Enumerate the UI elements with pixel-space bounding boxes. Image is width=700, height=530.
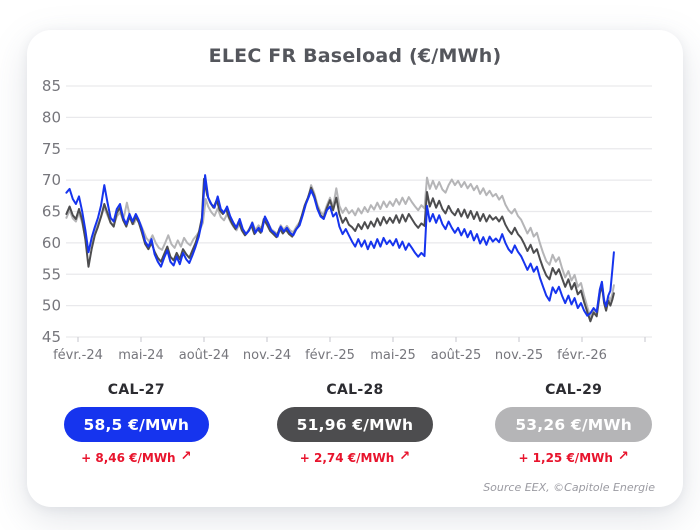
summary-row: CAL-27 58,5 €/MWh + 8,46 €/MWh ↗ CAL-28 … <box>27 382 683 465</box>
change-value: + 1,25 €/MWh <box>518 450 613 465</box>
price-chart-card: ELEC FR Baseload (€/MWh) 45 50 55 60 65 70 75 8… <box>27 30 683 507</box>
price-pill: 58,5 €/MWh <box>63 407 210 442</box>
x-axis-tick-label: août-25 <box>431 348 482 363</box>
summary-cal-29: CAL-29 53,26 €/MWh + 1,25 €/MWh ↗ <box>474 382 674 465</box>
x-axis-tick-label: nov.-25 <box>495 348 543 363</box>
y-axis-tick-label: 55 <box>42 265 61 283</box>
x-axis-tick-label: févr.-25 <box>305 348 355 363</box>
trend-up-arrow-icon: ↗ <box>180 449 192 464</box>
price-change: + 8,46 €/MWh ↗ <box>81 449 192 465</box>
y-axis-tick-label: 85 <box>42 77 61 95</box>
x-axis-tick-label: nov.-24 <box>243 348 291 363</box>
price-pill: 53,26 €/MWh <box>495 407 652 442</box>
y-axis-tick-label: 60 <box>42 234 61 252</box>
source-credit: Source EEX, ©Capitole Energie <box>483 481 655 494</box>
line-chart: 45 50 55 60 65 70 75 80 85 févr.-24 mai-24 août-24 n… <box>42 77 652 363</box>
price-pill: 51,96 €/MWh <box>276 407 434 442</box>
trend-up-arrow-icon: ↗ <box>617 449 629 464</box>
cal-label: CAL-27 <box>107 382 165 398</box>
cal-label: CAL-29 <box>545 382 603 398</box>
x-axis-tick-label: févr.-24 <box>53 348 103 363</box>
price-change: + 2,74 €/MWh ↗ <box>299 449 411 465</box>
series-line-cal-27 <box>65 174 615 317</box>
series-line-cal-29 <box>65 176 615 318</box>
y-axis-tick-label: 50 <box>42 297 61 315</box>
x-axis-tick-label: mai-25 <box>370 348 415 363</box>
x-axis-tick-label: févr.-26 <box>557 348 607 363</box>
y-axis-tick-label: 65 <box>42 203 61 221</box>
y-axis-tick-label: 80 <box>42 108 61 126</box>
summary-cal-27: CAL-27 58,5 €/MWh + 8,46 €/MWh ↗ <box>36 382 236 465</box>
price-change: + 1,25 €/MWh ↗ <box>518 449 629 465</box>
y-axis-tick-label: 70 <box>42 171 61 189</box>
summary-cal-28: CAL-28 51,96 €/MWh + 2,74 €/MWh ↗ <box>255 382 455 465</box>
page-title: ELEC FR Baseload (€/MWh) <box>208 45 502 67</box>
series-line-cal-28 <box>65 177 615 323</box>
cal-label: CAL-28 <box>326 382 384 398</box>
change-value: + 2,74 €/MWh <box>299 450 395 465</box>
y-axis-tick-label: 45 <box>42 328 61 346</box>
x-axis-tick-label: mai-24 <box>118 348 163 363</box>
change-value: + 8,46 €/MWh <box>81 450 176 465</box>
y-axis-tick-label: 75 <box>42 140 61 158</box>
x-axis-tick-label: août-24 <box>179 348 230 363</box>
trend-up-arrow-icon: ↗ <box>399 449 411 464</box>
